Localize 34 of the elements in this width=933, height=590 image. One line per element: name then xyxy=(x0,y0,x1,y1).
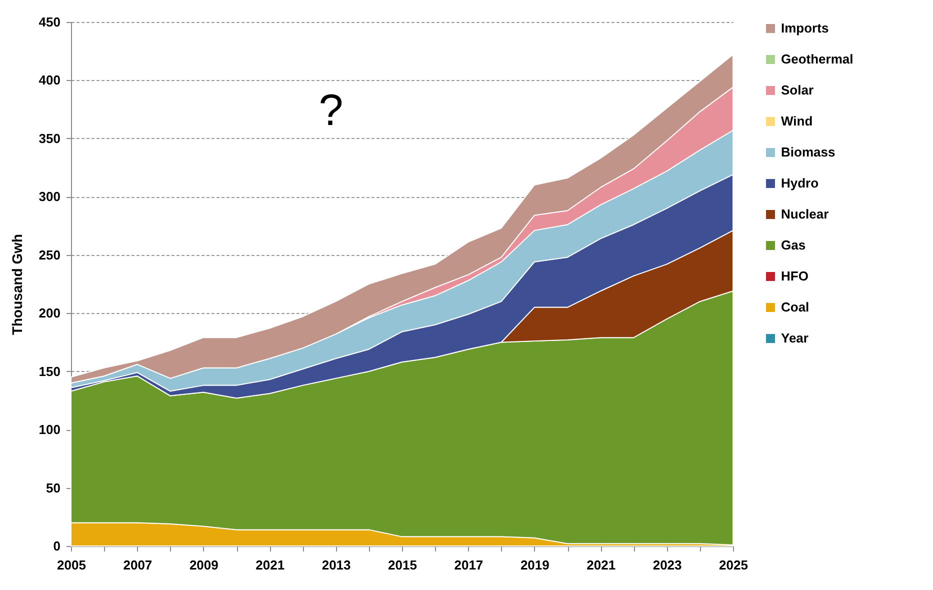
x-tick-label: 2023 xyxy=(652,558,682,572)
legend-label: HFO xyxy=(781,268,808,284)
y-tick-label: 300 xyxy=(38,189,60,204)
legend-label: Biomass xyxy=(781,144,836,160)
x-tick-label: 2021 xyxy=(586,558,616,572)
x-tick-label: 2017 xyxy=(454,558,484,572)
x-tick-label: 2005 xyxy=(57,558,86,572)
legend-label: Nuclear xyxy=(781,206,829,222)
y-tick-label: 250 xyxy=(38,247,60,262)
y-tick-label: 450 xyxy=(38,14,60,30)
legend-label: Hydro xyxy=(781,176,819,190)
legend-label: Wind xyxy=(781,114,813,128)
y-tick-label: 150 xyxy=(38,364,60,379)
legend-label: Geothermal xyxy=(781,52,854,66)
annotation: ? xyxy=(318,86,344,135)
legend-label: Year xyxy=(781,330,808,346)
y-tick-label: 350 xyxy=(38,130,60,146)
y-axis-title: Thousand Gwh xyxy=(8,234,25,336)
x-tick-label: 2021 xyxy=(256,558,285,572)
x-tick-label: 2015 xyxy=(388,558,417,572)
legend-label: Gas xyxy=(781,238,806,252)
y-tick-label: 100 xyxy=(38,422,60,438)
y-tick-label: 50 xyxy=(46,480,60,496)
x-tick-label: 2013 xyxy=(322,558,351,572)
x-tick-label: 2007 xyxy=(123,558,152,572)
x-tick-label: 2025 xyxy=(719,558,748,572)
legend-label: Imports xyxy=(781,20,829,36)
x-tick-label: 2019 xyxy=(520,558,550,572)
y-tick-label: 400 xyxy=(38,72,60,88)
legend-label: Solar xyxy=(781,82,814,98)
y-tick-label: 0 xyxy=(53,538,60,554)
legend-label: Coal xyxy=(781,300,810,314)
x-tick-label: 2009 xyxy=(189,558,218,572)
y-tick-label: 200 xyxy=(38,306,60,321)
